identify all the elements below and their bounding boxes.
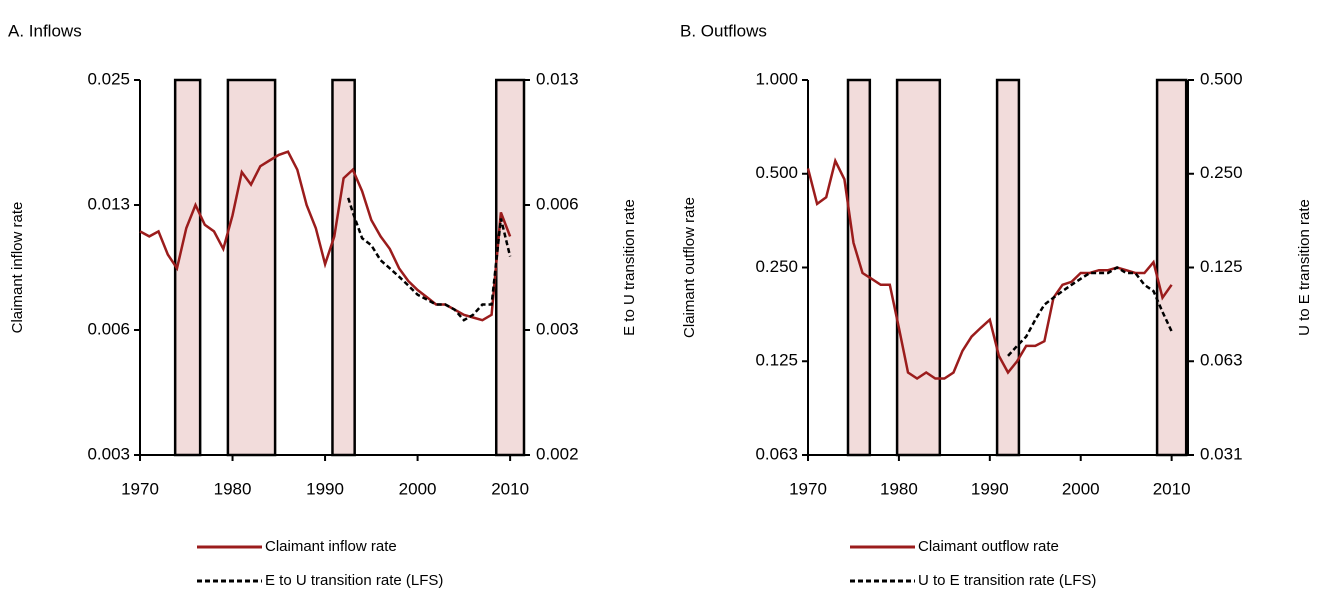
y-tick-label: 0.006 <box>87 319 130 338</box>
x-tick-label: 2010 <box>491 479 529 498</box>
legend-label: E to U transition rate (LFS) <box>265 572 443 589</box>
y-tick-label: 0.025 <box>87 69 130 88</box>
y2-tick-label: 0.006 <box>536 194 579 213</box>
y2-tick-label: 0.031 <box>1200 444 1243 463</box>
x-tick-label: 1970 <box>121 479 159 498</box>
series-line <box>347 197 512 322</box>
series-line <box>806 157 1173 380</box>
x-tick-label: 1970 <box>789 479 827 498</box>
series-line <box>1007 266 1173 357</box>
y2-tick-label: 0.250 <box>1200 163 1243 182</box>
x-tick-label: 1990 <box>971 479 1009 498</box>
y-tick-label: 0.013 <box>87 194 130 213</box>
x-tick-label: 2010 <box>1153 479 1191 498</box>
y-tick-label: 0.003 <box>87 444 130 463</box>
y-tick-label: 0.250 <box>755 257 798 276</box>
x-tick-label: 2000 <box>1062 479 1100 498</box>
legend-label: Claimant inflow rate <box>265 538 397 555</box>
recession-band <box>173 78 202 457</box>
y-tick-label: 0.500 <box>755 163 798 182</box>
recession-band <box>995 78 1021 457</box>
y2-tick-label: 0.500 <box>1200 69 1243 88</box>
y2-tick-label: 0.013 <box>536 69 579 88</box>
recession-band <box>494 78 526 457</box>
y-tick-label: 0.063 <box>755 444 798 463</box>
panel-title: A. Inflows <box>8 21 82 40</box>
x-tick-label: 1990 <box>306 479 344 498</box>
x-tick-label: 1980 <box>880 479 918 498</box>
x-tick-label: 1980 <box>214 479 252 498</box>
y2-axis-title: U to E transition rate <box>1296 199 1313 336</box>
recession-band <box>226 78 277 457</box>
y-axis-title: Claimant outflow rate <box>681 197 698 338</box>
x-tick-label: 2000 <box>399 479 437 498</box>
y2-axis-title: E to U transition rate <box>621 199 638 336</box>
recession-band <box>331 78 356 457</box>
y-tick-label: 0.125 <box>755 351 798 370</box>
recession-band <box>846 78 872 457</box>
recession-band <box>1155 78 1188 457</box>
y2-tick-label: 0.002 <box>536 444 579 463</box>
y-tick-label: 1.000 <box>755 69 798 88</box>
legend-label: U to E transition rate (LFS) <box>918 572 1096 589</box>
panel-title: B. Outflows <box>680 21 767 40</box>
y2-tick-label: 0.003 <box>536 319 579 338</box>
y2-tick-label: 0.063 <box>1200 351 1243 370</box>
y-axis-title: Claimant inflow rate <box>9 202 26 334</box>
y2-tick-label: 0.125 <box>1200 257 1243 276</box>
recession-band <box>895 78 942 457</box>
legend-label: Claimant outflow rate <box>918 538 1059 555</box>
